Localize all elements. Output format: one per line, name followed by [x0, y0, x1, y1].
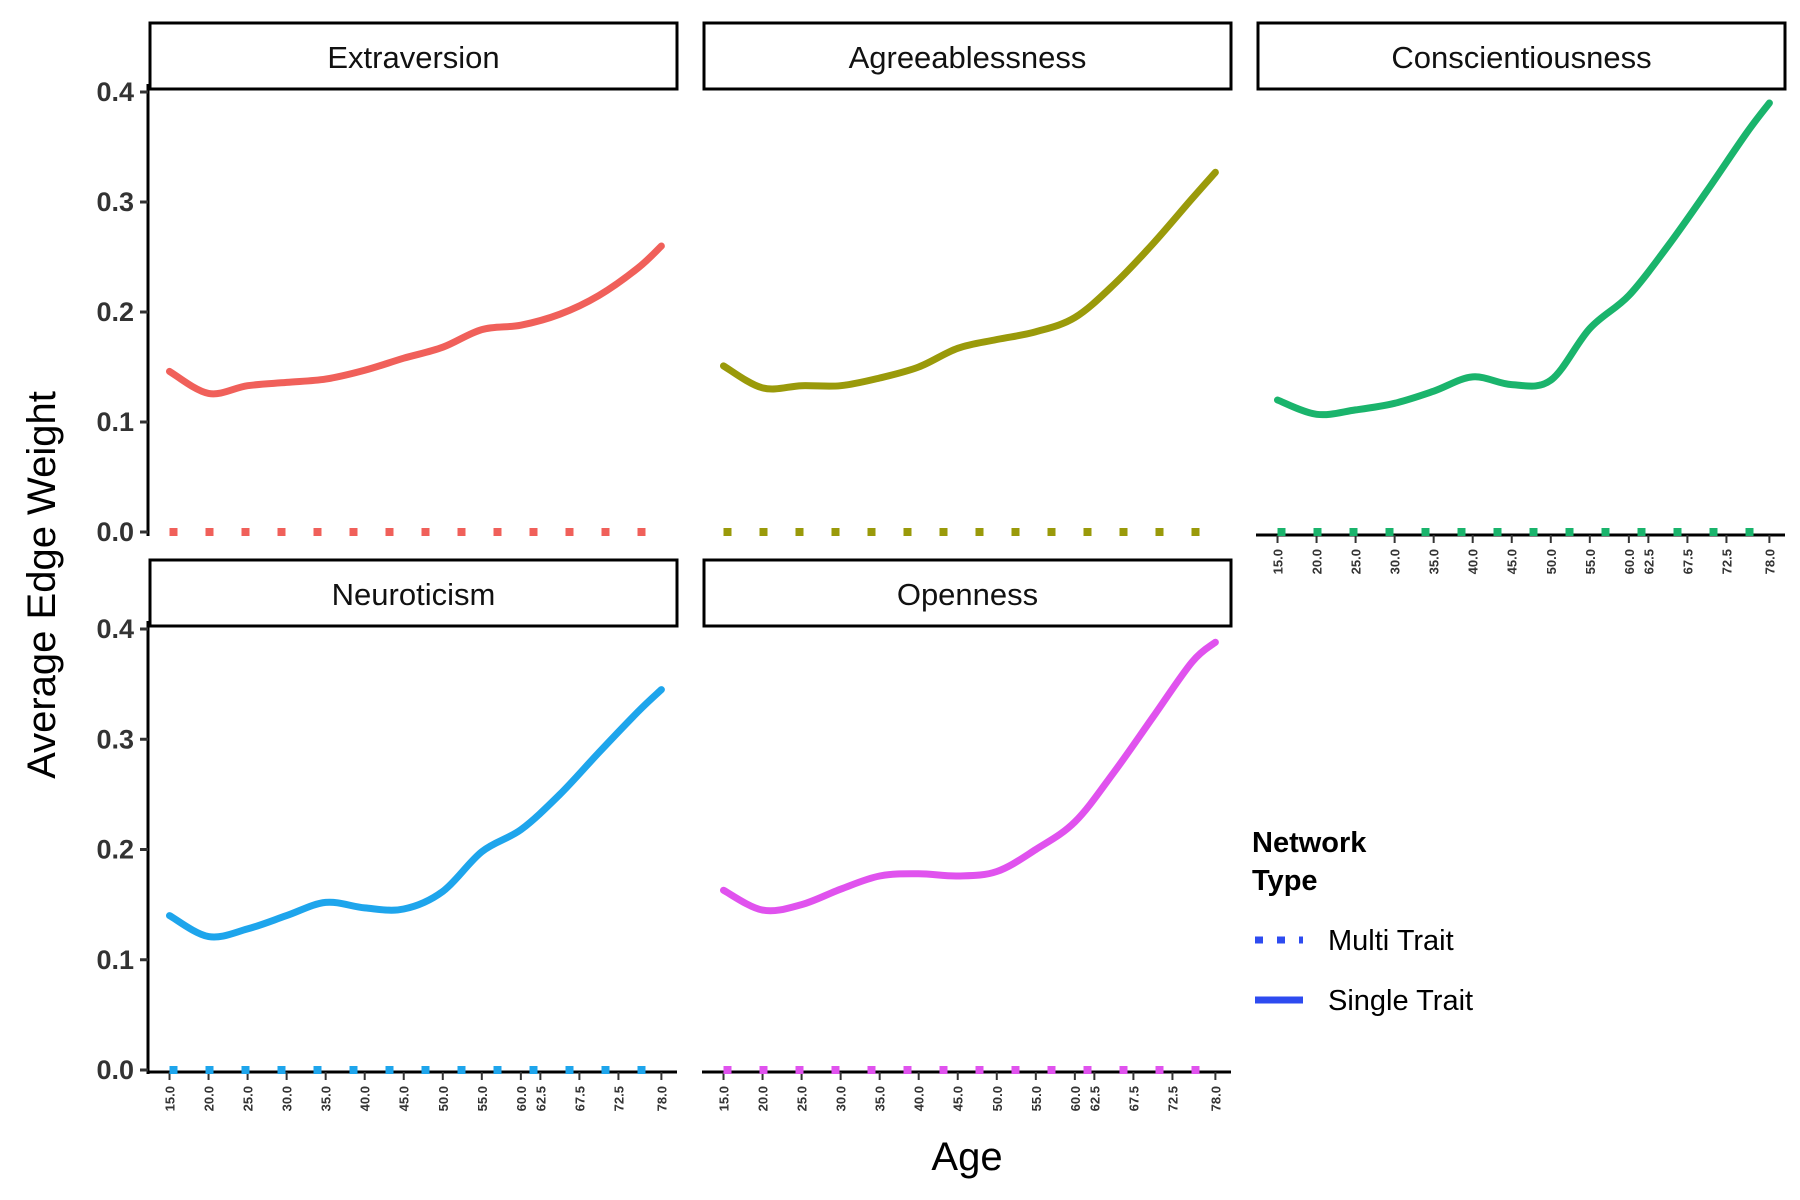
x-tick-label: 20.0	[756, 1086, 771, 1111]
x-tick-label: 72.5	[1719, 549, 1734, 574]
x-tick-label: 40.0	[912, 1086, 927, 1111]
x-tick-label: 40.0	[358, 1086, 373, 1111]
panel-neuroticism: Neuroticism 0.0 0.1 0.2 0.3 0.4 15.0 20.0 25.0 30…	[96, 558, 679, 1111]
facet-strip	[1256, 21, 1787, 91]
x-tick-label: 60.0	[1622, 549, 1637, 574]
x-tick-label: 20.0	[202, 1086, 217, 1111]
x-tick-label: 55.0	[1029, 1086, 1044, 1111]
x-tick-label: 67.5	[1126, 1086, 1141, 1111]
x-tick-label: 45.0	[397, 1086, 412, 1111]
x-tick-label: 67.5	[572, 1086, 587, 1111]
x-tick-label: 30.0	[1388, 549, 1403, 574]
y-tick-label: 0.1	[96, 945, 134, 975]
x-tick-label: 30.0	[280, 1086, 295, 1111]
y-tick-label: 0.4	[96, 614, 134, 644]
x-tick-label: 60.0	[514, 1086, 529, 1111]
y-tick-label: 0.4	[96, 77, 134, 107]
x-tick-label: 15.0	[1271, 549, 1286, 574]
legend-label-multi-trait: Multi Trait	[1328, 925, 1454, 957]
x-tick-label: 72.5	[611, 1086, 626, 1111]
facet-strip-label: Agreeablessness	[849, 40, 1087, 75]
y-tick-label: 0.3	[96, 187, 134, 217]
x-tick-label: 50.0	[436, 1086, 451, 1111]
legend-title-line-1: Network	[1252, 827, 1367, 859]
x-tick-label: 15.0	[717, 1086, 732, 1111]
y-tick-label: 0.3	[96, 724, 134, 754]
x-tick-label: 35.0	[1427, 549, 1442, 574]
x-tick-label: 40.0	[1466, 549, 1481, 574]
facet-strip	[148, 558, 679, 628]
x-tick-label: 72.5	[1165, 1086, 1180, 1111]
facet-panels: Extraversion 0.0 0.1 0.2 0.3 0.4 Agreeablessne…	[96, 21, 1787, 1111]
series-line-single-trait	[720, 168, 1219, 393]
facet-strip-label: Neuroticism	[332, 577, 496, 612]
y-axis-title: Average Edge Weight	[20, 391, 64, 779]
x-tick-label: 50.0	[1544, 549, 1559, 574]
y-tick-label: 0.2	[96, 835, 134, 865]
x-tick-label: 35.0	[873, 1086, 888, 1111]
facet-strip-label: Openness	[897, 577, 1038, 612]
x-tick-label: 78.0	[1208, 1086, 1223, 1111]
legend: Network Type Multi Trait Single Trait	[1252, 827, 1473, 1017]
x-tick-label: 25.0	[1349, 549, 1364, 574]
y-tick-label: 0.1	[96, 407, 134, 437]
legend-title-line-2: Type	[1252, 865, 1318, 897]
x-tick-label: 60.0	[1068, 1086, 1083, 1111]
series-line-single-trait	[1274, 99, 1773, 419]
panel-extraversion: Extraversion 0.0 0.1 0.2 0.3 0.4	[96, 21, 679, 547]
y-tick-label: 0.0	[96, 1055, 134, 1085]
x-tick-label: 78.0	[1762, 549, 1777, 574]
facet-strip	[702, 21, 1233, 91]
x-tick-label: 20.0	[1310, 549, 1325, 574]
x-tick-label: 78.0	[654, 1086, 669, 1111]
x-tick-label: 62.5	[533, 1086, 548, 1111]
x-tick-label: 67.5	[1680, 549, 1695, 574]
series-line-single-trait	[720, 638, 1219, 915]
x-tick-label: 45.0	[951, 1086, 966, 1111]
series-line-single-trait	[166, 242, 665, 398]
x-axis-title: Age	[931, 1135, 1002, 1179]
x-tick-label: 62.5	[1641, 549, 1656, 574]
x-tick-label: 15.0	[163, 1086, 178, 1111]
x-tick-label: 55.0	[475, 1086, 490, 1111]
x-tick-label: 50.0	[990, 1086, 1005, 1111]
panel-agreeablessness: Agreeablessness	[702, 21, 1233, 536]
x-tick-label: 45.0	[1505, 549, 1520, 574]
facet-strip-label: Extraversion	[327, 40, 499, 75]
x-tick-label: 30.0	[834, 1086, 849, 1111]
facet-strip	[148, 21, 679, 91]
x-tick-label: 25.0	[241, 1086, 256, 1111]
legend-label-single-trait: Single Trait	[1328, 985, 1473, 1017]
series-line-single-trait	[166, 686, 665, 941]
x-tick-label: 25.0	[795, 1086, 810, 1111]
y-tick-label: 0.2	[96, 297, 134, 327]
facet-strip-label: Conscientiousness	[1391, 40, 1651, 75]
panel-conscientiousness: Conscientiousness 15.0 20.0 25.0 30.0 35.0 40.…	[1256, 21, 1787, 574]
panel-openness: Openness 15.0 20.0 25.0 30.0 35.0 40.0 45.0 50.0…	[702, 558, 1233, 1111]
x-tick-label: 62.5	[1087, 1086, 1102, 1111]
x-tick-label: 35.0	[319, 1086, 334, 1111]
x-tick-label: 55.0	[1583, 549, 1598, 574]
y-tick-label: 0.0	[96, 517, 134, 547]
facet-strip	[702, 558, 1233, 628]
